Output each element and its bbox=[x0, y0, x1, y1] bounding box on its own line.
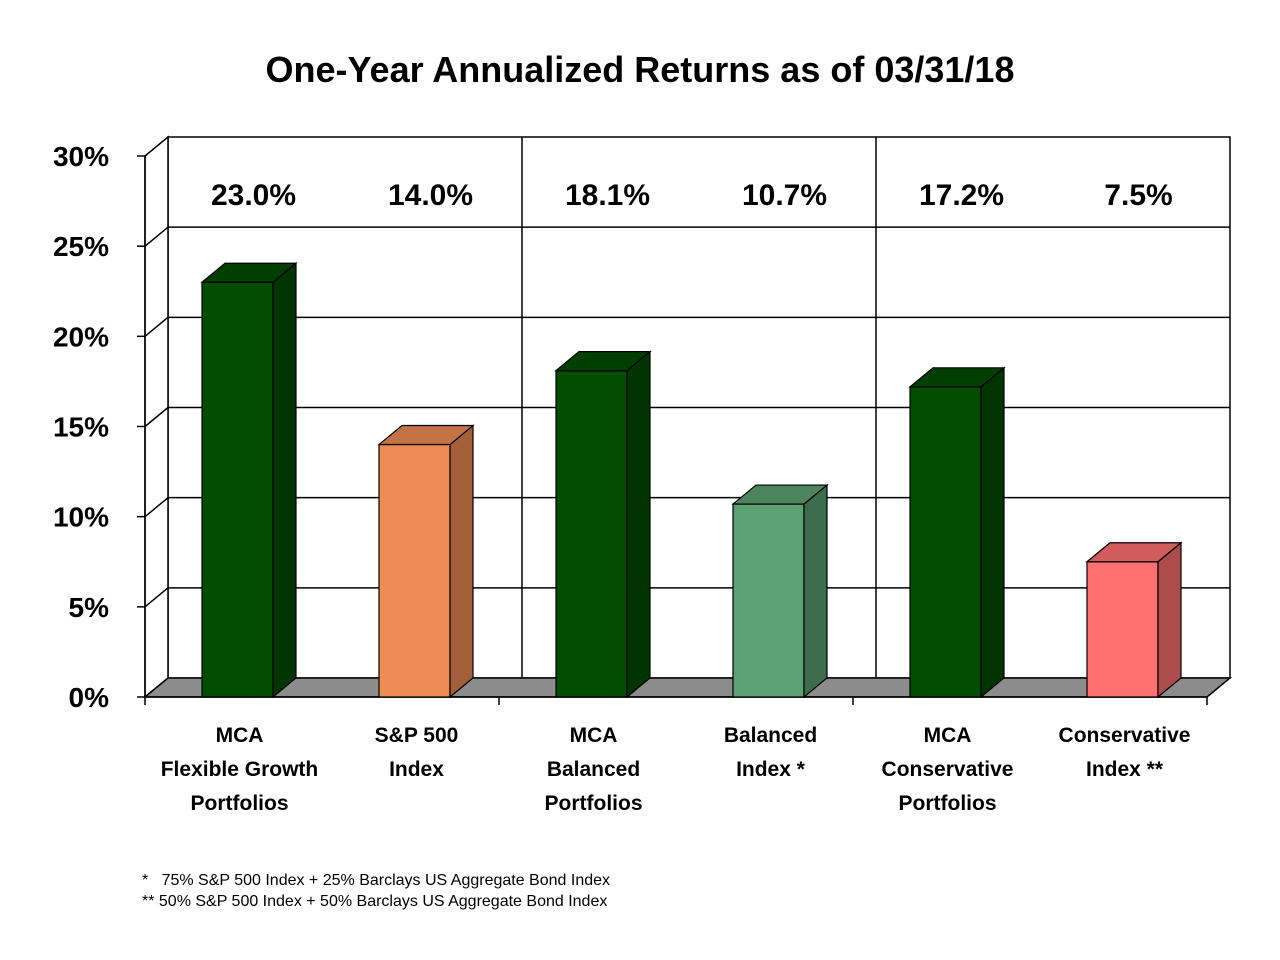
y-tick-label: 0% bbox=[69, 682, 110, 713]
axes bbox=[137, 155, 1208, 705]
bar-side bbox=[803, 483, 828, 699]
category-label-line: Portfolios bbox=[545, 792, 643, 815]
bar-side bbox=[272, 261, 297, 699]
bar-side bbox=[980, 366, 1005, 699]
gridlines bbox=[144, 137, 1230, 678]
gridline-side bbox=[144, 587, 169, 608]
category-label-line: MCA bbox=[924, 724, 972, 747]
category-label-line: Portfolios bbox=[191, 792, 289, 815]
category-label-line: Index * bbox=[736, 758, 806, 781]
bar bbox=[200, 261, 298, 699]
category-label: MCA Conservative Portfolios bbox=[882, 724, 1014, 815]
data-label: 10.7% bbox=[742, 179, 827, 212]
bar bbox=[731, 483, 829, 699]
y-tick-label: 25% bbox=[53, 231, 109, 262]
bar-top bbox=[731, 484, 829, 505]
category-label-line: Portfolios bbox=[899, 792, 997, 815]
category-label-line: MCA bbox=[216, 724, 264, 747]
category-label-line: Index bbox=[389, 758, 444, 781]
bar-front bbox=[555, 369, 628, 698]
chart-walls bbox=[144, 135, 1231, 699]
gridline-side bbox=[144, 497, 169, 518]
category-label-line: Conservative bbox=[1059, 724, 1191, 747]
data-label: 18.1% bbox=[565, 179, 650, 212]
y-tick-labels: 0% 5% 10% 15% 20% 25% 30% bbox=[53, 141, 109, 713]
category-label-line: MCA bbox=[570, 724, 618, 747]
bar-side bbox=[1157, 541, 1182, 699]
category-label: S&P 500 Index bbox=[375, 724, 459, 781]
bar-front bbox=[1086, 561, 1159, 698]
category-label-line: Balanced bbox=[547, 758, 640, 781]
category-label: Balanced Index * bbox=[724, 724, 817, 781]
y-tick-label: 15% bbox=[53, 412, 109, 443]
gridline-side bbox=[144, 406, 169, 428]
category-label: MCA Flexible Growth Portfolios bbox=[161, 724, 319, 815]
category-label-line: Conservative bbox=[882, 758, 1014, 781]
category-label-line: S&P 500 bbox=[375, 724, 459, 747]
bar-front bbox=[378, 443, 451, 698]
bar-top bbox=[554, 350, 652, 372]
data-label: 14.0% bbox=[388, 179, 473, 212]
category-label-line: Balanced bbox=[724, 724, 817, 747]
category-label: Conservative Index ** bbox=[1059, 724, 1191, 781]
y-tick-label: 20% bbox=[53, 321, 109, 352]
chart-title: One-Year Annualized Returns as of 03/31/… bbox=[266, 49, 1015, 90]
y-tick-label: 5% bbox=[69, 592, 110, 623]
data-label: 23.0% bbox=[211, 179, 296, 212]
category-label-line: Flexible Growth bbox=[161, 758, 319, 781]
data-labels: 23.0% 14.0% 18.1% 10.7% 17.2% 7.5% bbox=[211, 179, 1173, 212]
footnotes: * 75% S&P 500 Index + 25% Barclays US Ag… bbox=[142, 870, 610, 912]
category-labels: MCA Flexible Growth Portfolios S&P 500 Index… bbox=[161, 724, 1191, 815]
data-label: 7.5% bbox=[1104, 179, 1172, 212]
bars bbox=[200, 261, 1183, 699]
bar-top bbox=[200, 262, 298, 283]
bar-side bbox=[626, 350, 651, 699]
gridline-side bbox=[144, 226, 169, 247]
bar-front bbox=[732, 503, 805, 698]
bar-top bbox=[908, 367, 1006, 388]
floor bbox=[142, 677, 1233, 698]
bar bbox=[554, 350, 652, 699]
y-tick-label: 10% bbox=[53, 502, 109, 533]
category-label-line: Index ** bbox=[1086, 758, 1164, 781]
y-tick-label: 30% bbox=[53, 141, 109, 172]
footnote-2: ** 50% S&P 500 Index + 50% Barclays US A… bbox=[142, 893, 608, 910]
bar-top bbox=[1085, 542, 1183, 563]
category-label: MCA Balanced Portfolios bbox=[545, 724, 643, 815]
bar-front bbox=[201, 281, 274, 698]
bar-top bbox=[377, 424, 475, 446]
bar-front bbox=[909, 386, 982, 698]
gridline-side bbox=[144, 316, 169, 337]
bar bbox=[908, 366, 1006, 699]
chart-floor bbox=[142, 677, 1233, 698]
bar-side bbox=[449, 424, 474, 699]
data-label: 17.2% bbox=[919, 179, 1004, 212]
footnote-1: * 75% S&P 500 Index + 25% Barclays US Ag… bbox=[142, 872, 611, 889]
bar bbox=[377, 424, 475, 699]
bar bbox=[1085, 541, 1183, 699]
